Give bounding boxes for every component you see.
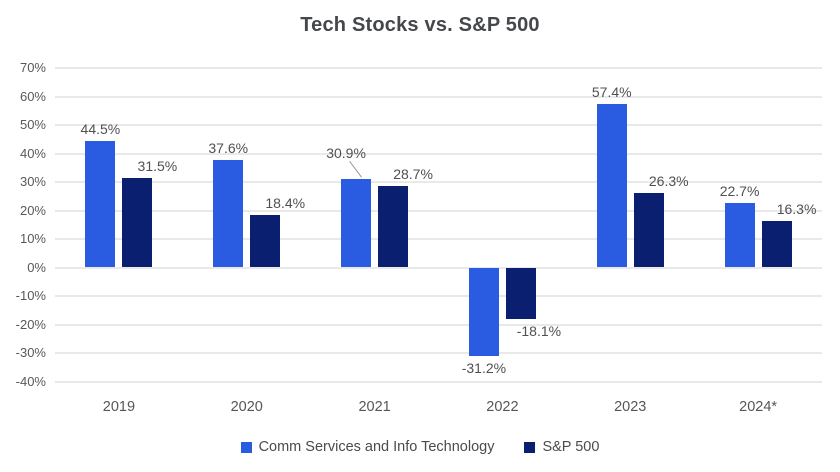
y-tick-label: 40% xyxy=(19,145,46,161)
x-axis-label: 2024* xyxy=(739,398,778,415)
bar xyxy=(468,267,499,357)
gridline xyxy=(55,295,822,297)
legend-label: Comm Services and Info Technology xyxy=(258,439,495,455)
gridline xyxy=(55,95,822,98)
bar xyxy=(341,179,372,268)
bar xyxy=(761,221,792,268)
bar xyxy=(213,160,244,268)
chart-title: Tech Stocks vs. S&P 500 xyxy=(300,14,540,36)
bar-label: 22.7% xyxy=(719,182,760,199)
bar xyxy=(505,267,536,320)
x-axis-label: 2022 xyxy=(486,398,519,415)
bar-label: -18.1% xyxy=(516,323,562,340)
y-tick-label: -30% xyxy=(15,345,46,360)
bar-label: 31.5% xyxy=(137,157,178,174)
legend-item-sp500: S&P 500 xyxy=(524,439,599,455)
x-axis-label: 2023 xyxy=(614,398,647,415)
bar xyxy=(250,215,281,268)
legend-item-comm-services: Comm Services and Info Technology xyxy=(240,439,495,455)
x-axis-label: 2019 xyxy=(102,398,136,415)
y-tick-label: 30% xyxy=(19,174,46,189)
x-axis-label: 2020 xyxy=(230,398,263,415)
y-tick-label: -40% xyxy=(15,373,46,389)
gridline xyxy=(55,266,822,269)
bar-label: 30.9% xyxy=(326,145,366,162)
y-tick-label: 50% xyxy=(19,117,46,132)
bar xyxy=(378,185,409,268)
bar-label: 28.7% xyxy=(393,165,433,182)
y-tick-label: -20% xyxy=(15,316,46,332)
y-tick-label: 0% xyxy=(27,259,46,275)
bar-label: 57.4% xyxy=(591,83,632,100)
leader-line xyxy=(349,161,363,179)
gridline xyxy=(55,67,822,69)
bar xyxy=(596,103,627,268)
bar-label: 18.4% xyxy=(265,195,306,212)
bar-label: -31.2% xyxy=(461,360,507,377)
bar xyxy=(122,177,153,268)
y-tick-label: 70% xyxy=(19,60,46,75)
bar-label: 26.3% xyxy=(648,172,689,189)
y-tick-label: -10% xyxy=(15,288,46,303)
gridline xyxy=(55,323,822,326)
gridline xyxy=(55,238,822,240)
bar xyxy=(724,202,755,268)
bar xyxy=(85,140,116,268)
legend-swatch-comm-services xyxy=(240,441,252,453)
gridline xyxy=(55,124,822,126)
gridline xyxy=(55,380,822,383)
legend-label: S&P 500 xyxy=(542,439,600,455)
bar-label: 37.6% xyxy=(208,140,249,157)
gridline xyxy=(55,152,822,155)
bar-label: 44.5% xyxy=(80,120,121,137)
legend-swatch-sp500 xyxy=(524,441,536,453)
gridline xyxy=(55,181,822,183)
legend: Comm Services and Info Technology S&P 50… xyxy=(0,439,840,455)
y-tick-label: 20% xyxy=(19,202,46,218)
x-axis-label: 2021 xyxy=(358,398,391,415)
y-tick-label: 60% xyxy=(19,88,46,104)
y-tick-label: 10% xyxy=(19,231,46,246)
gridline xyxy=(55,352,822,354)
gridline xyxy=(55,209,822,212)
bar xyxy=(633,192,664,268)
bar-label: 16.3% xyxy=(776,201,817,218)
